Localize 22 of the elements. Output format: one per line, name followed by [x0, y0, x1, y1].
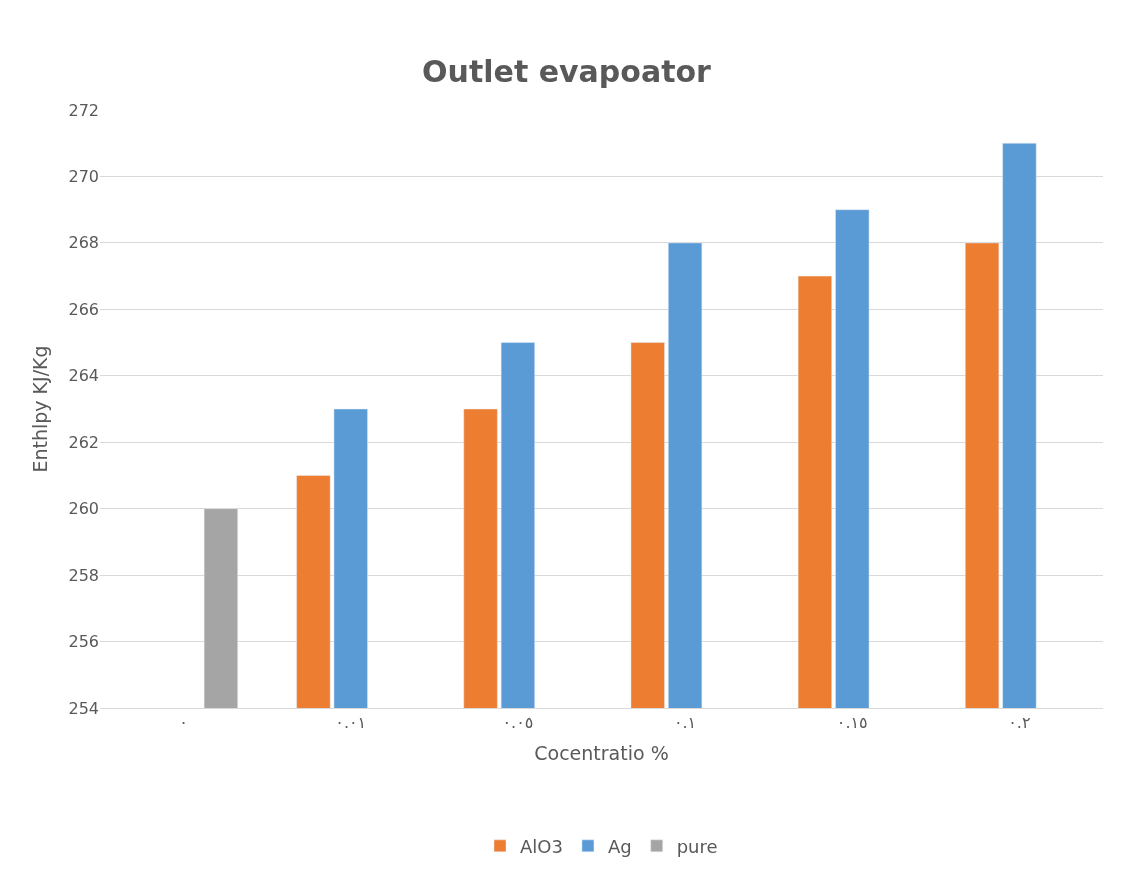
legend-label: AlO3	[520, 835, 563, 857]
legend-label: pure	[676, 835, 718, 857]
y-tick-label: 258	[68, 565, 99, 585]
y-tick-label: 262	[68, 432, 99, 452]
chart-title: Outlet evapoator	[422, 54, 712, 90]
x-axis-title: Cocentratio %	[534, 742, 669, 764]
y-tick-label: 266	[68, 299, 99, 319]
y-tick-label: 268	[68, 233, 99, 253]
x-tick-label: ٠.٢	[1008, 713, 1031, 733]
x-tick-label: ٠.٠٥	[502, 713, 534, 733]
y-tick-label: 270	[68, 167, 99, 187]
x-tick-label: ٠.٠١	[335, 713, 367, 733]
y-tick-label: 256	[68, 632, 99, 652]
x-tick-label: ٠	[179, 713, 188, 733]
x-tick-label: ٠.١	[673, 713, 697, 733]
y-tick-label: 272	[68, 100, 99, 120]
y-tick-label: 264	[68, 366, 99, 386]
y-tick-label: 260	[68, 499, 99, 519]
y-tick-label: 254	[68, 698, 99, 718]
y-axis-title: Enthlpy KJ/Kg	[29, 345, 52, 473]
legend-label: Ag	[607, 835, 632, 857]
x-tick-label: ٠.١٥	[836, 713, 868, 733]
